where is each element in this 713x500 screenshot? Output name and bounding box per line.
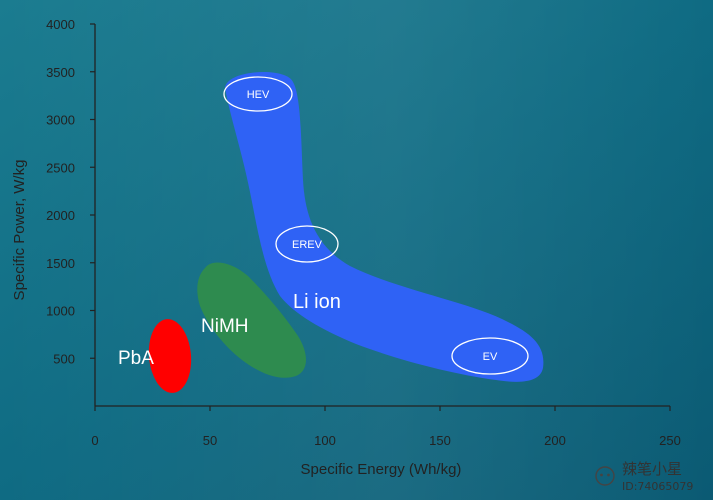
hev-label: HEV <box>247 89 270 101</box>
y-tick-label: 1000 <box>46 304 75 319</box>
ev-marker-oval <box>451 337 529 375</box>
li-ion-region <box>225 71 544 382</box>
erev-marker-oval <box>275 225 339 263</box>
y-tick-label: 3500 <box>46 65 75 80</box>
nimh-label: NiMH <box>201 316 249 337</box>
watermark-chat-icon <box>595 466 615 486</box>
pba-label: PbA <box>118 348 154 369</box>
pba-region <box>148 319 192 393</box>
axis-ticks: 0 50 100 150 200 250 500 1000 1500 2000 2500 3000 35… <box>46 17 681 448</box>
watermark: 辣笔小星 ID:74065079 <box>595 460 693 493</box>
li-ion-label: Li ion <box>293 291 341 313</box>
y-tick-label: 1500 <box>46 256 75 271</box>
x-axis-title: Specific Energy (Wh/kg) <box>301 461 462 478</box>
y-axis-title: Specific Power, W/kg <box>11 160 28 301</box>
watermark-chat-icon-eye-left <box>600 473 603 477</box>
x-tick-label: 100 <box>314 433 336 448</box>
y-tick-label: 2000 <box>46 208 75 223</box>
hev-marker-oval <box>223 76 293 112</box>
x-tick-label: 0 <box>91 433 98 448</box>
y-tick-label: 500 <box>53 351 75 366</box>
y-tick-label: 4000 <box>46 17 75 32</box>
ev-label: EV <box>483 351 498 363</box>
watermark-name: 辣笔小星 <box>622 460 682 478</box>
watermark-id: ID:74065079 <box>622 480 693 493</box>
y-tick-label: 2500 <box>46 160 75 175</box>
x-tick-label: 50 <box>203 433 217 448</box>
erev-label: EREV <box>292 239 323 251</box>
y-tick-label: 3000 <box>46 113 75 128</box>
nimh-region <box>197 262 306 378</box>
watermark-chat-icon-eye-right <box>607 473 610 477</box>
x-tick-label: 150 <box>429 433 451 448</box>
x-tick-label: 200 <box>544 433 566 448</box>
x-tick-label: 250 <box>659 433 681 448</box>
